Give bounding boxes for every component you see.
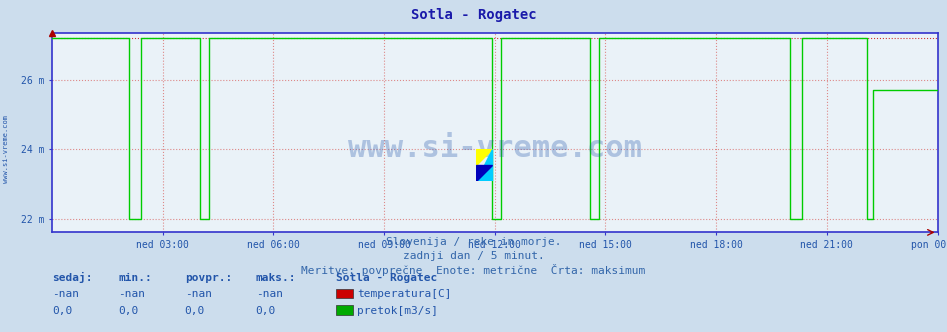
Text: -nan: -nan	[52, 289, 80, 299]
Text: 0,0: 0,0	[118, 306, 138, 316]
Text: 0,0: 0,0	[52, 306, 72, 316]
Text: -nan: -nan	[256, 289, 283, 299]
Text: povpr.:: povpr.:	[185, 273, 232, 283]
Text: 0,0: 0,0	[185, 306, 205, 316]
Text: -nan: -nan	[118, 289, 146, 299]
Polygon shape	[476, 149, 492, 181]
Text: 0,0: 0,0	[256, 306, 276, 316]
Text: zadnji dan / 5 minut.: zadnji dan / 5 minut.	[402, 251, 545, 261]
Text: Sotla - Rogatec: Sotla - Rogatec	[411, 8, 536, 22]
Text: Slovenija / reke in morje.: Slovenija / reke in morje.	[385, 237, 562, 247]
Polygon shape	[476, 149, 492, 165]
Polygon shape	[476, 165, 492, 181]
Text: temperatura[C]: temperatura[C]	[357, 289, 452, 299]
Text: min.:: min.:	[118, 273, 152, 283]
Text: maks.:: maks.:	[256, 273, 296, 283]
Text: www.si-vreme.com: www.si-vreme.com	[3, 116, 9, 183]
Text: Sotla - Rogatec: Sotla - Rogatec	[336, 273, 438, 283]
Text: www.si-vreme.com: www.si-vreme.com	[348, 134, 642, 163]
Text: Meritve: povprečne  Enote: metrične  Črta: maksimum: Meritve: povprečne Enote: metrične Črta:…	[301, 264, 646, 276]
Text: pretok[m3/s]: pretok[m3/s]	[357, 306, 438, 316]
Text: -nan: -nan	[185, 289, 212, 299]
Text: sedaj:: sedaj:	[52, 272, 93, 283]
